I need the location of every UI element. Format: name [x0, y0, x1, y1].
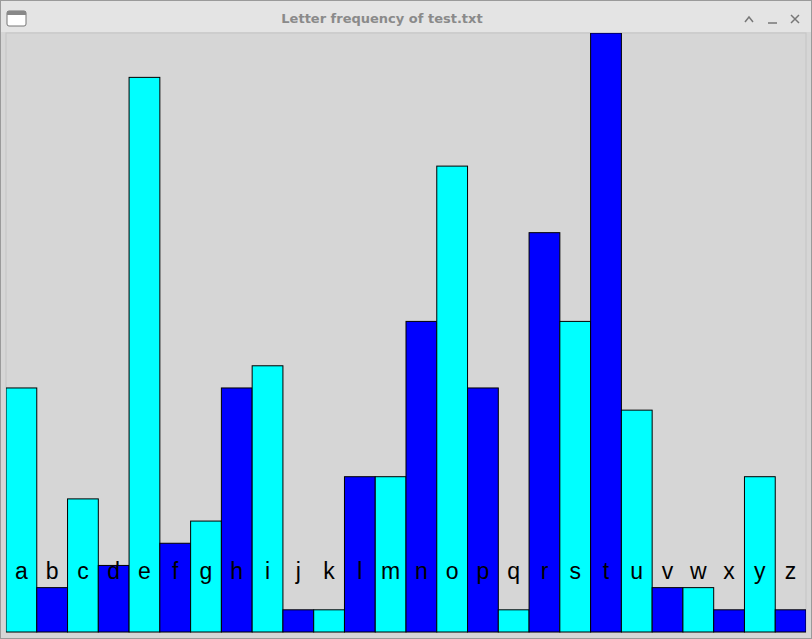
chart-title: Letter frequency of test.txt — [281, 11, 482, 26]
minimize-button[interactable] — [768, 22, 777, 24]
bar — [129, 77, 160, 632]
bar — [160, 543, 191, 632]
x-tick-label: g — [200, 558, 213, 584]
x-tick-label: s — [569, 558, 581, 584]
bar — [68, 499, 99, 632]
x-tick-label: t — [603, 558, 610, 584]
bar — [221, 388, 252, 632]
bar — [314, 610, 345, 632]
x-tick-label: d — [107, 558, 120, 584]
window-frame — [1, 1, 812, 639]
title-bar — [1, 1, 811, 32]
bar — [683, 588, 714, 632]
x-tick-label: j — [295, 558, 301, 584]
x-tick-label: x — [723, 558, 735, 584]
window-icon-bar — [7, 11, 26, 15]
x-tick-label: e — [138, 558, 151, 584]
bars — [6, 33, 806, 632]
x-tick-label: m — [381, 558, 400, 584]
x-tick-labels: abcdefghijklmnopqrstuvwxyz — [15, 558, 796, 584]
bar — [37, 588, 68, 632]
maximize-button[interactable] — [745, 17, 753, 22]
bar — [375, 477, 406, 632]
x-tick-label: b — [46, 558, 59, 584]
x-tick-label: k — [323, 558, 335, 584]
x-tick-label: l — [357, 558, 362, 584]
x-tick-label: y — [754, 558, 766, 584]
bar — [283, 610, 314, 632]
bar — [437, 166, 468, 632]
x-tick-label: v — [662, 558, 674, 584]
bar — [744, 477, 775, 632]
bar — [468, 388, 499, 632]
chart-window: Letter frequency of test.txt abcdefghijkl… — [0, 0, 812, 639]
bar — [652, 588, 683, 632]
bar — [775, 610, 806, 632]
x-tick-label: u — [630, 558, 643, 584]
bar — [6, 388, 37, 632]
x-tick-label: q — [507, 558, 520, 584]
bar — [252, 366, 283, 632]
bar — [621, 410, 652, 632]
bar — [406, 321, 437, 632]
x-tick-label: r — [541, 558, 549, 584]
bar — [498, 610, 529, 632]
x-tick-label: n — [415, 558, 428, 584]
bar — [344, 477, 375, 632]
x-tick-label: h — [230, 558, 243, 584]
x-tick-label: w — [689, 558, 707, 584]
close-button[interactable] — [791, 15, 799, 23]
x-tick-label: o — [446, 558, 459, 584]
bar — [591, 33, 622, 632]
bar — [560, 321, 591, 632]
x-tick-label: f — [172, 558, 179, 584]
x-tick-label: a — [15, 558, 28, 584]
x-tick-label: i — [265, 558, 270, 584]
x-tick-label: p — [477, 558, 490, 584]
x-tick-label: z — [785, 558, 797, 584]
bar — [191, 521, 222, 632]
bar — [529, 233, 560, 632]
x-tick-label: c — [77, 558, 89, 584]
plot-frame — [6, 33, 806, 632]
window-icon — [7, 11, 26, 26]
bar — [714, 610, 745, 632]
window-controls[interactable] — [745, 15, 799, 23]
